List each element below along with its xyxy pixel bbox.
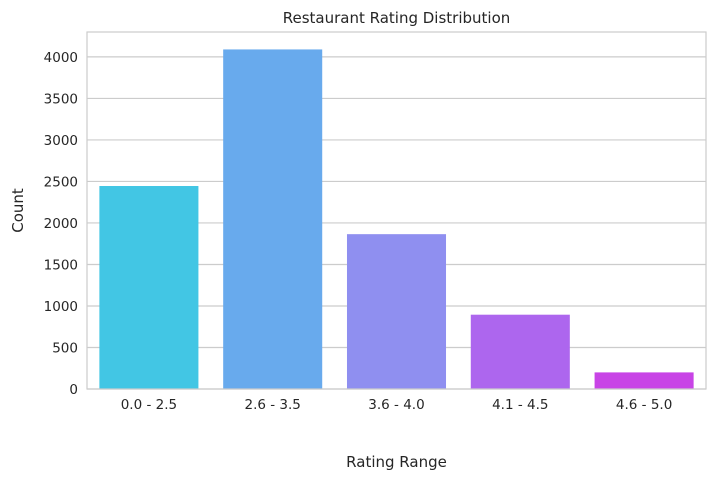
y-tick-label: 2500 <box>44 174 78 190</box>
chart-title: Restaurant Rating Distribution <box>283 9 511 27</box>
y-tick-label: 3500 <box>44 91 78 107</box>
bar <box>470 314 570 389</box>
y-tick-label: 4000 <box>44 50 78 66</box>
x-tick-labels: 0.0 - 2.5 2.6 - 3.5 3.6 - 4.0 4.1 - 4.5 4.6 … <box>121 397 673 413</box>
x-tick-label: 4.1 - 4.5 <box>492 397 548 413</box>
bars <box>99 49 694 390</box>
bar <box>594 372 694 389</box>
y-tick-label: 0 <box>69 382 78 398</box>
bar <box>223 49 323 390</box>
y-tick-labels: 0 500 1000 1500 2000 2500 3000 3500 4000 <box>44 50 78 398</box>
plot-frame <box>86 31 707 390</box>
y-tick-label: 1000 <box>44 299 78 315</box>
x-tick-label: 4.6 - 5.0 <box>616 397 672 413</box>
y-axis-label: Count <box>9 188 27 233</box>
x-tick-label: 3.6 - 4.0 <box>368 397 424 413</box>
y-tick-label: 500 <box>52 340 78 356</box>
y-tick-label: 2000 <box>44 216 78 232</box>
y-tick-label: 1500 <box>44 257 78 273</box>
bar <box>99 186 199 389</box>
bar <box>346 234 447 389</box>
x-tick-label: 0.0 - 2.5 <box>121 397 177 413</box>
y-tick-label: 3000 <box>44 133 78 149</box>
x-tick-label: 2.6 - 3.5 <box>244 397 300 413</box>
x-axis-label: Rating Range <box>346 453 447 471</box>
